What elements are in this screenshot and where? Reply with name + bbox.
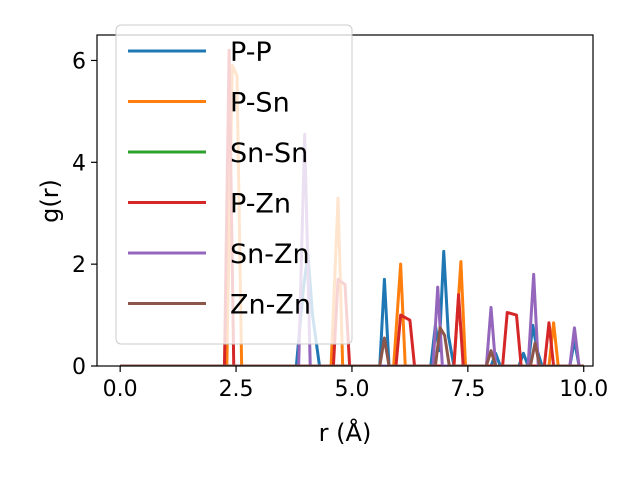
- x-tick-label: 10.0: [559, 377, 608, 402]
- x-tick-label: 0.0: [103, 377, 138, 402]
- y-tick-label: 4: [72, 151, 86, 176]
- y-tick-label: 2: [72, 253, 86, 278]
- x-tick-label: 5.0: [334, 377, 369, 402]
- legend-label-p-zn: P-Zn: [230, 189, 291, 220]
- y-tick-label: 0: [72, 355, 86, 380]
- legend-box: [115, 24, 353, 345]
- y-tick-label: 6: [72, 49, 86, 74]
- legend-label-zn-zn: Zn-Zn: [230, 290, 311, 321]
- legend-label-sn-zn: Sn-Zn: [230, 239, 310, 270]
- series-line-zn-zn: [120, 326, 584, 366]
- legend-label-p-p: P-P: [230, 37, 272, 68]
- legend-label-p-sn: P-Sn: [230, 88, 290, 119]
- legend: P-P P-Sn Sn-Sn P-Zn Sn-Zn Zn-Zn: [115, 24, 353, 345]
- y-axis-label: g(r): [36, 179, 64, 223]
- x-tick-label: 7.5: [450, 377, 485, 402]
- x-tick-label: 2.5: [219, 377, 254, 402]
- axes-layer: 0.0 2.5 5.0 7.5 10.0 0 2 4 6: [72, 34, 608, 402]
- x-axis-label: r (Å): [319, 418, 372, 447]
- legend-label-sn-sn: Sn-Sn: [230, 138, 308, 169]
